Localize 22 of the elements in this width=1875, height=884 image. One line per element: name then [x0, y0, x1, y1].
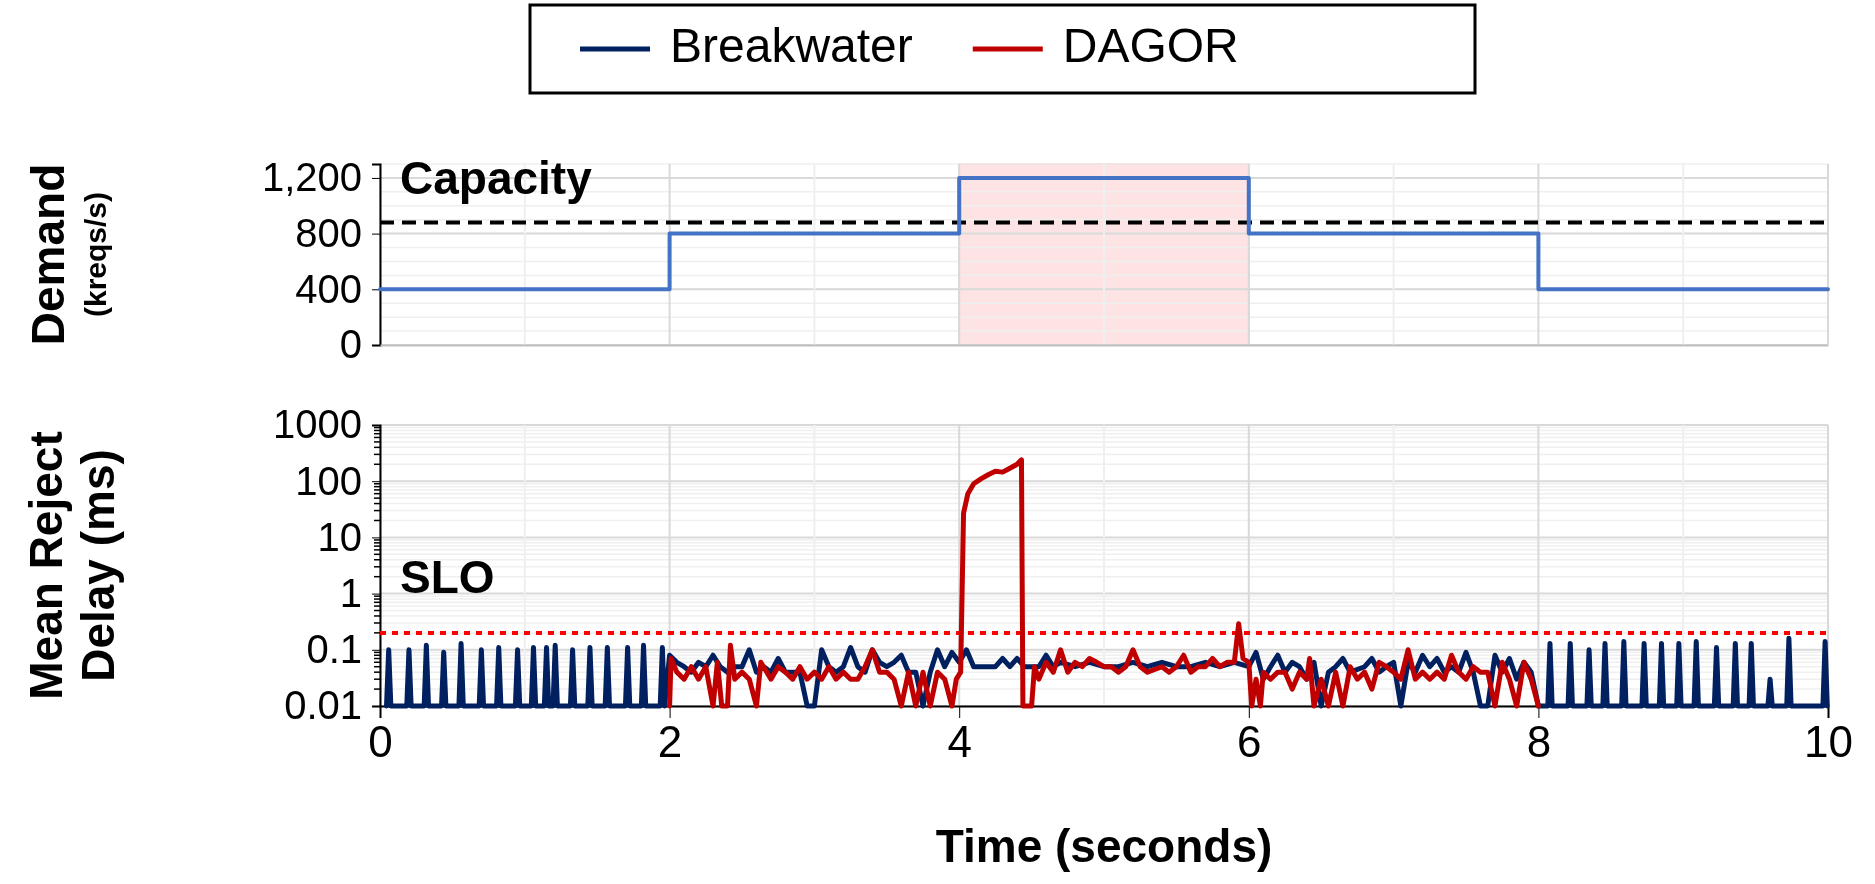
x-tick-label: 10 [1804, 717, 1853, 767]
ref-line-label: SLO [400, 550, 495, 603]
y-tick-label: 100 [295, 458, 362, 503]
y-tick-label: 0.1 [306, 627, 362, 672]
ref-line-label: Capacity [400, 152, 593, 205]
y-tick-label: 800 [295, 210, 362, 255]
legend-label: DAGOR [1062, 18, 1239, 72]
x-tick-label: 6 [1237, 717, 1262, 767]
y-tick-label: 10 [317, 514, 362, 559]
y-axis-title: Demand (kreqs/s) [22, 163, 112, 346]
y-axis-title: Mean Reject Delay (ms) [20, 431, 125, 700]
y-tick-label: 0 [339, 322, 362, 367]
y-tick-label: 1000 [273, 402, 362, 447]
x-axis-title: Time (seconds) [935, 820, 1273, 872]
x-tick-label: 4 [947, 717, 972, 767]
legend-label: Breakwater [670, 18, 913, 72]
y-tick-label: 1,200 [261, 155, 362, 200]
x-tick-label: 2 [657, 717, 683, 767]
y-tick-label: 1 [339, 570, 362, 615]
y-tick-label: 0.01 [284, 683, 362, 728]
x-tick-label: 8 [1526, 717, 1552, 767]
y-tick-label: 400 [295, 266, 362, 311]
